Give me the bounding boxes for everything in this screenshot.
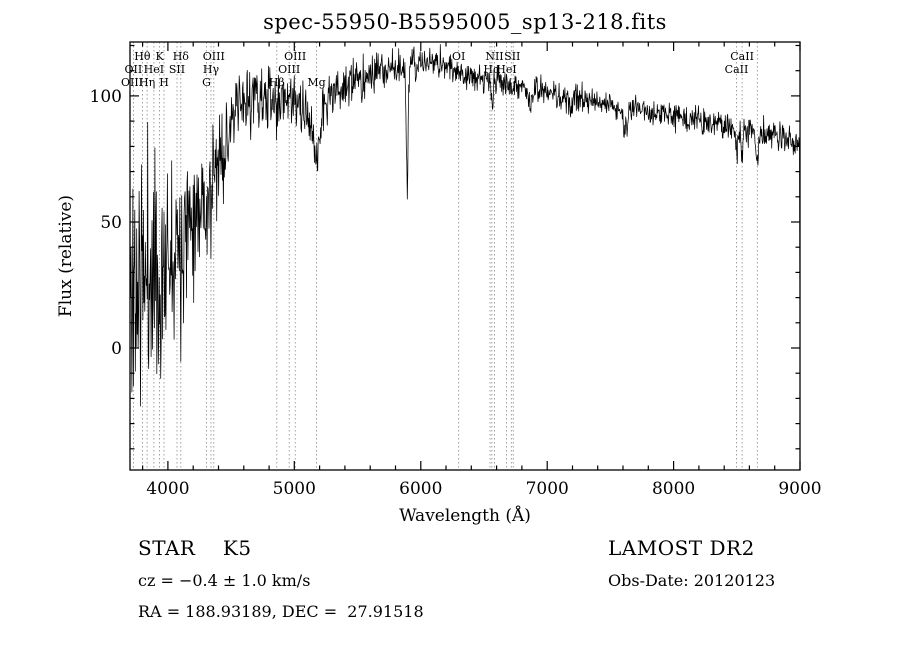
svg-text:NII: NII bbox=[485, 50, 503, 63]
survey-label: LAMOST DR2 bbox=[608, 536, 755, 560]
obs-date: Obs-Date: 20120123 bbox=[608, 571, 776, 590]
y-axis-label: Flux (relative) bbox=[56, 194, 76, 318]
axes-frame bbox=[129, 41, 801, 471]
svg-text:CaII: CaII bbox=[725, 63, 749, 76]
svg-text:Hγ: Hγ bbox=[203, 63, 220, 76]
svg-text:Hβ: Hβ bbox=[269, 76, 285, 89]
svg-text:4000: 4000 bbox=[146, 479, 189, 499]
svg-text:8000: 8000 bbox=[652, 479, 695, 499]
svg-text:Mg: Mg bbox=[307, 76, 325, 89]
svg-text:SII: SII bbox=[169, 63, 185, 76]
svg-text:5000: 5000 bbox=[273, 479, 316, 499]
svg-text:OIII: OIII bbox=[203, 50, 225, 63]
object-class-label: STAR K5 bbox=[138, 536, 252, 560]
cz-value: cz = −0.4 ± 1.0 km/s bbox=[138, 571, 311, 590]
x-axis-label: Wavelength (Å) bbox=[399, 506, 531, 526]
spectrum-path bbox=[130, 44, 800, 407]
svg-text:G: G bbox=[202, 76, 211, 89]
axis-ticks bbox=[130, 42, 801, 470]
svg-text:100: 100 bbox=[90, 87, 122, 107]
svg-text:CaII: CaII bbox=[730, 50, 754, 63]
svg-text:K: K bbox=[155, 50, 164, 63]
svg-text:SII: SII bbox=[504, 50, 520, 63]
svg-text:Hα: Hα bbox=[483, 63, 501, 76]
svg-text:HeI: HeI bbox=[144, 63, 164, 76]
y-tick-labels: 0 50 100 bbox=[90, 87, 122, 359]
svg-text:Hθ: Hθ bbox=[134, 50, 151, 63]
svg-text:9000: 9000 bbox=[778, 479, 821, 499]
svg-text:HeI: HeI bbox=[496, 63, 516, 76]
svg-text:0: 0 bbox=[111, 339, 122, 359]
svg-text:Hη: Hη bbox=[139, 76, 155, 89]
svg-text:Hδ: Hδ bbox=[173, 50, 190, 63]
svg-text:H: H bbox=[159, 76, 169, 89]
svg-text:7000: 7000 bbox=[526, 479, 569, 499]
x-tick-labels: 4000 5000 6000 7000 8000 9000 bbox=[146, 479, 821, 499]
svg-text:OI: OI bbox=[452, 50, 465, 63]
svg-text:6000: 6000 bbox=[399, 479, 442, 499]
svg-text:OIII: OIII bbox=[284, 50, 306, 63]
coordinates: RA = 188.93189, DEC = 27.91518 bbox=[138, 602, 424, 621]
svg-text:50: 50 bbox=[100, 213, 122, 233]
page-title: spec-55950-B5595005_sp13-218.fits bbox=[263, 10, 667, 34]
svg-text:OIII: OIII bbox=[278, 63, 300, 76]
svg-text:OII: OII bbox=[125, 63, 143, 76]
svg-text:OIII: OIII bbox=[121, 76, 143, 89]
